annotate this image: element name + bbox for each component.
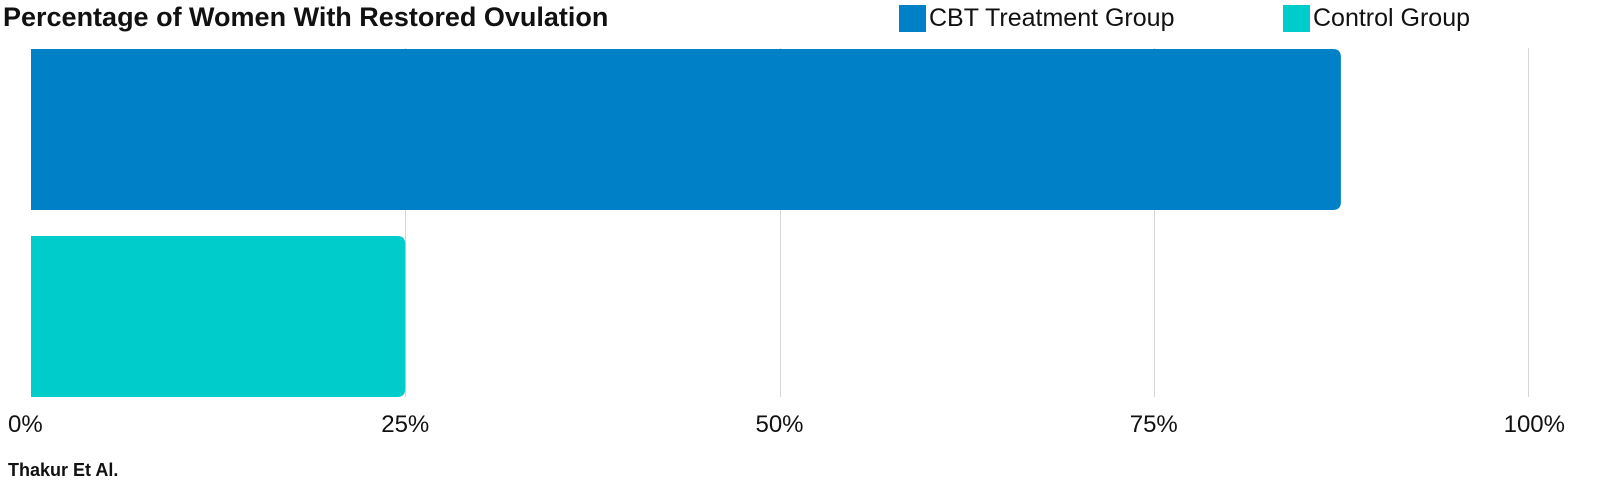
bar-control [31, 236, 406, 397]
source-note: Thakur Et Al. [8, 460, 119, 480]
legend-label-cbt: CBT Treatment Group [929, 3, 1175, 32]
legend-item-cbt: CBT Treatment Group [899, 4, 1174, 32]
x-tick-label-0: 0% [8, 411, 43, 438]
chart-title: Percentage of Women With Restored Ovulat… [3, 2, 609, 32]
x-tick-label-50: 50% [755, 411, 803, 438]
legend-label-control: Control Group [1313, 3, 1471, 32]
legend-swatch-cbt [899, 4, 926, 32]
legend-swatch-control [1283, 4, 1310, 32]
legend-item-control: Control Group [1283, 4, 1470, 32]
bar-cbt [31, 49, 1341, 210]
x-tick-label-75: 75% [1130, 411, 1178, 438]
x-tick-label-25: 25% [381, 411, 429, 438]
x-tick-label-100: 100% [1504, 411, 1565, 438]
